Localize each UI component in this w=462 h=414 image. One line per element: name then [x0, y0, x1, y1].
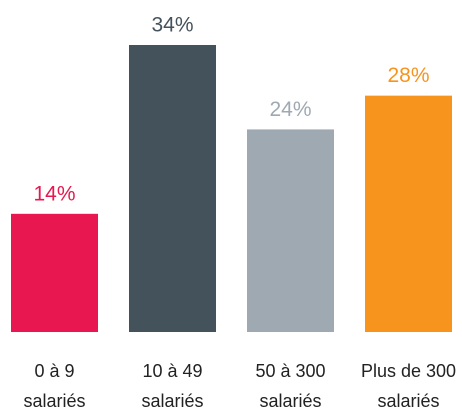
bar — [11, 213, 98, 332]
value-label: 24% — [269, 98, 311, 121]
x-tick-label: 50 à 300 salariés — [255, 361, 325, 411]
bar — [365, 95, 452, 332]
x-tick-label: 0 à 9 salariés — [23, 361, 85, 411]
bar — [247, 129, 334, 332]
bar — [129, 45, 216, 332]
value-label: 14% — [33, 182, 75, 205]
value-label: 28% — [387, 64, 429, 87]
x-tick-label: 10 à 49 salariés — [141, 361, 203, 411]
x-tick-label: Plus de 300 salariés — [361, 361, 456, 411]
value-label: 34% — [151, 14, 193, 37]
